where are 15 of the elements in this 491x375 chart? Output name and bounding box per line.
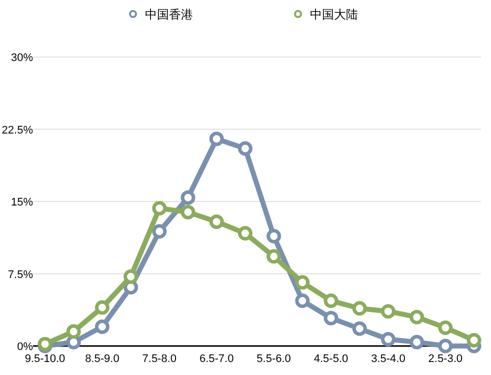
y-tick-label: 15% <box>10 196 34 208</box>
x-tick-label: 5.5-6.0 <box>256 353 291 365</box>
y-tick-label: 0% <box>17 341 34 353</box>
x-tick-label: 8.5-9.0 <box>85 353 120 365</box>
x-tick-label: 9.5-10.0 <box>24 353 66 365</box>
y-tick-label: 30% <box>10 52 34 64</box>
x-tick-label: 6.5-7.0 <box>199 353 234 365</box>
x-tick-label: 7.5-8.0 <box>142 353 177 365</box>
legend-label: 中国大陆 <box>310 8 358 22</box>
y-tick-label: 22.5% <box>2 124 34 136</box>
x-tick-label: 4.5-5.0 <box>314 353 348 365</box>
x-tick-label: 3.5-4.0 <box>371 353 406 365</box>
x-tick-label: 2.5-3.0 <box>428 353 463 365</box>
y-tick-label: 7.5% <box>8 268 34 281</box>
legend-label: 中国香港 <box>145 8 193 22</box>
